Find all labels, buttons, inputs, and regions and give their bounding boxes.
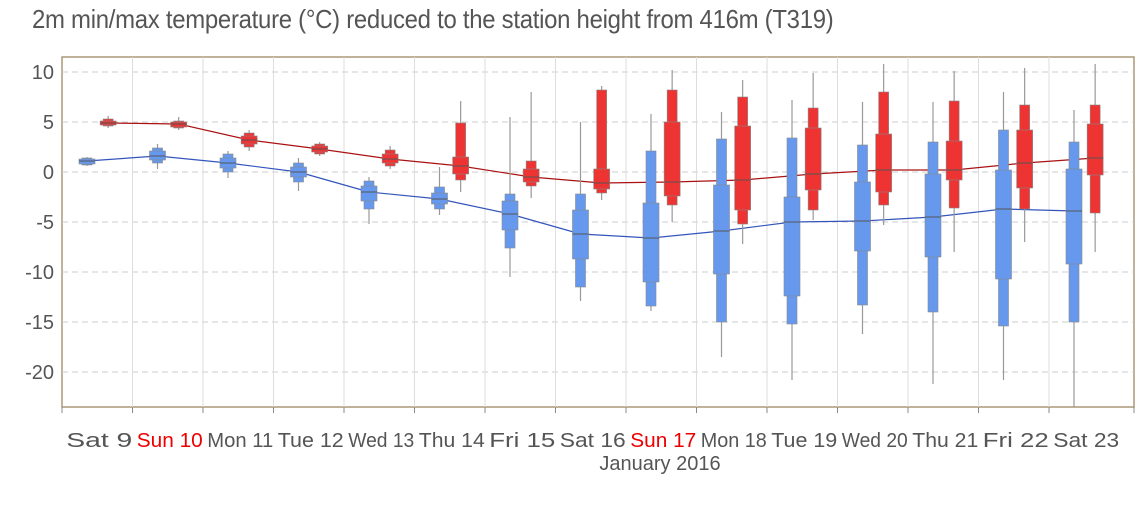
box-plot — [572, 122, 589, 301]
box-inner — [734, 125, 751, 211]
box-inner — [501, 200, 519, 231]
box-plot — [311, 142, 328, 156]
box-plot — [924, 102, 942, 384]
box-inner — [854, 181, 871, 252]
box-inner — [593, 168, 610, 190]
x-tick-label: Fri 22 — [983, 430, 1049, 452]
box-plot — [431, 167, 448, 215]
x-tick-label: Thu 14 — [419, 430, 485, 452]
box-plot — [1065, 110, 1083, 407]
box-inner — [360, 185, 378, 202]
box-series — [78, 64, 1104, 407]
box-plot — [522, 92, 540, 198]
y-tick-label: 5 — [43, 112, 54, 134]
y-tick-label: -20 — [25, 362, 54, 384]
x-tick-label: Tue 19 — [771, 430, 837, 452]
box-plot — [78, 157, 96, 166]
box-plot — [804, 73, 822, 220]
box-plot — [219, 151, 237, 178]
x-tick-label: Sun 10 — [137, 430, 203, 452]
box-plot — [360, 177, 378, 224]
box-inner — [1065, 168, 1083, 265]
box-plot — [663, 70, 681, 222]
box-inner — [1086, 123, 1104, 176]
box-plot — [783, 100, 801, 380]
y-tick-label: -15 — [25, 312, 54, 334]
box-plot — [290, 158, 307, 191]
x-tick-label: Mon 11 — [207, 430, 273, 452]
x-tick-label: Wed 13 — [348, 430, 414, 452]
box-plot — [381, 146, 399, 169]
x-tick-label: Sun 17 — [630, 430, 696, 452]
box-plot — [995, 92, 1012, 380]
y-axis: 10 5 0 -5 -10 -15 -20 — [25, 62, 54, 384]
y-tick-label: 10 — [32, 62, 54, 84]
box-plot — [642, 114, 660, 311]
box-plot — [240, 130, 258, 151]
x-tick-label: Thu 21 — [912, 430, 978, 452]
grid-lines — [62, 57, 1134, 407]
x-tick-label: Wed 20 — [842, 430, 908, 452]
box-inner — [924, 173, 942, 258]
box-plot — [1086, 64, 1104, 252]
box-plot — [593, 86, 610, 200]
x-tick-label: Tue 12 — [278, 430, 344, 452]
x-axis-label: January 2016 — [599, 453, 720, 475]
box-inner — [1016, 129, 1033, 189]
x-axis: Sat 9 Sun 10 Mon 11 Tue 12 Wed 13 Thu 14 Fri 1… — [61, 407, 1135, 452]
box-plot — [99, 116, 117, 128]
y-tick-label: 0 — [43, 162, 54, 184]
box-inner — [713, 184, 730, 275]
box-inner — [783, 196, 801, 297]
box-inner — [995, 169, 1012, 280]
box-inner — [663, 121, 681, 197]
box-inner — [642, 202, 660, 283]
box-plot — [713, 112, 730, 357]
box-plot — [875, 64, 892, 225]
x-tick-label: Fri 15 — [489, 430, 555, 452]
box-plot — [501, 117, 519, 277]
box-plot — [1016, 68, 1033, 242]
y-tick-label: -5 — [36, 212, 54, 234]
x-tick-label: Mon 18 — [701, 430, 767, 452]
x-tick-label: Sat 23 — [1053, 430, 1119, 452]
box-inner — [804, 127, 822, 191]
box-inner — [875, 133, 892, 193]
box-plot — [170, 117, 187, 130]
box-plot — [149, 144, 166, 169]
x-tick-label: Sat 16 — [560, 430, 626, 452]
box-outer — [596, 89, 607, 194]
box-plot — [945, 71, 963, 252]
box-outer — [455, 122, 466, 181]
box-inner — [522, 168, 540, 183]
chart-title: 2m min/max temperature (°C) reduced to t… — [32, 4, 834, 34]
y-tick-label: -10 — [25, 262, 54, 284]
box-inner — [945, 140, 963, 181]
box-plot — [854, 102, 871, 334]
box-plot — [734, 80, 751, 244]
box-plot — [452, 101, 469, 192]
x-tick-label: Sat 9 — [66, 430, 132, 452]
